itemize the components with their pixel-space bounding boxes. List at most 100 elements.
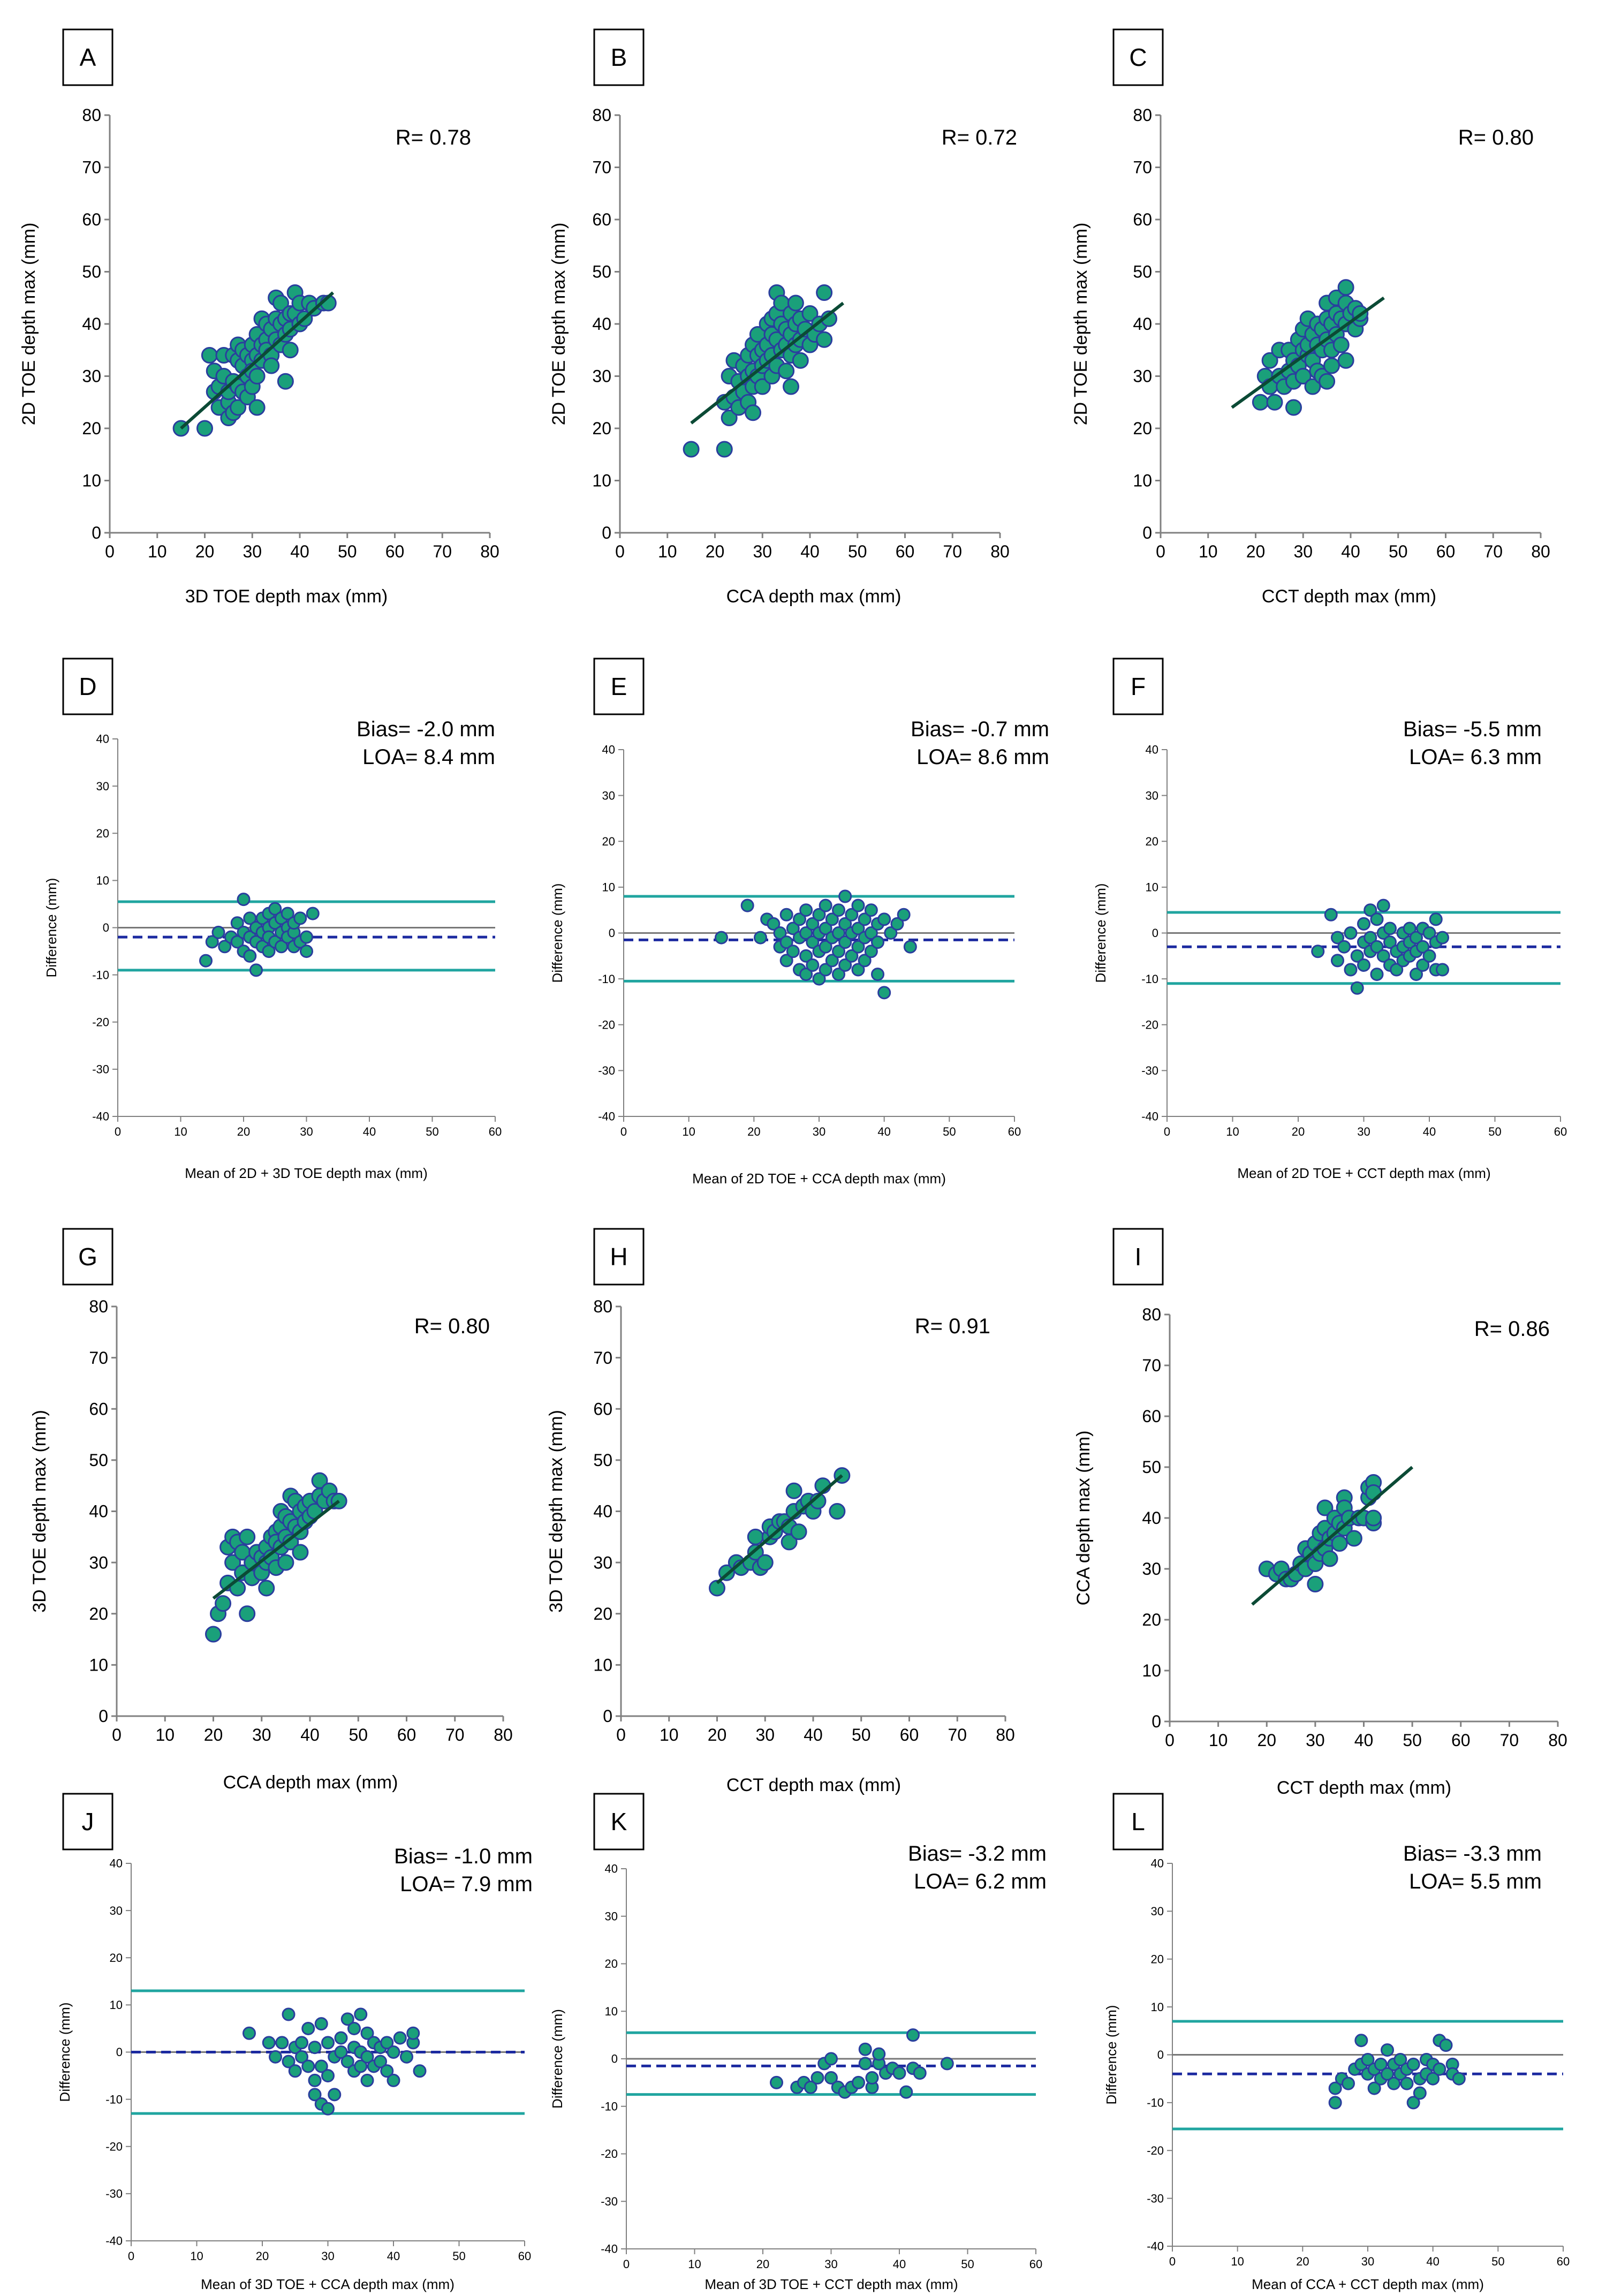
data-point xyxy=(1381,2067,1394,2081)
data-point xyxy=(248,399,266,416)
data-point xyxy=(683,441,700,458)
data-point xyxy=(1342,2076,1355,2090)
data-point xyxy=(288,2064,302,2078)
y-tick-label: 30 xyxy=(96,780,109,793)
x-tick-label: 30 xyxy=(252,1725,271,1744)
data-point xyxy=(321,2069,335,2083)
y-tick-label: 40 xyxy=(96,732,109,746)
data-point xyxy=(812,908,826,922)
y-tick-label: 10 xyxy=(1151,2000,1164,2014)
x-tick-label: 50 xyxy=(452,2249,465,2263)
data-point xyxy=(1252,394,1269,411)
data-point xyxy=(786,922,800,935)
loa-annotation: LOA= 5.5 mm xyxy=(1409,1870,1542,1893)
data-point xyxy=(1374,2057,1388,2071)
y-axis-title: Difference (mm) xyxy=(43,878,59,978)
y-tick-label: 0 xyxy=(609,926,615,940)
data-point xyxy=(756,1554,774,1571)
data-point xyxy=(360,2073,374,2087)
panel-label: I xyxy=(1135,1243,1142,1271)
y-tick-label: -30 xyxy=(1147,2192,1164,2205)
x-tick-label: 50 xyxy=(349,1725,368,1744)
data-point xyxy=(1266,394,1283,411)
y-tick-label: 80 xyxy=(82,105,101,125)
panel-label-box xyxy=(593,28,645,86)
y-tick-label: -30 xyxy=(1141,1064,1158,1077)
data-point xyxy=(1324,908,1338,922)
x-tick-label: 20 xyxy=(204,1725,223,1744)
x-tick-label: 60 xyxy=(1451,1731,1471,1750)
data-point xyxy=(871,968,884,981)
data-point xyxy=(785,1482,802,1499)
data-point xyxy=(1381,2043,1394,2057)
y-tick-label: -20 xyxy=(1141,1018,1158,1031)
y-tick-label: 0 xyxy=(1152,1712,1161,1731)
y-tick-label: 40 xyxy=(89,1502,108,1521)
data-point xyxy=(308,2088,322,2102)
data-point xyxy=(334,2045,348,2059)
data-point xyxy=(1387,2076,1401,2090)
data-point xyxy=(308,2041,322,2055)
data-point xyxy=(790,1523,807,1540)
panel-label-box xyxy=(62,28,113,86)
data-point xyxy=(1311,945,1325,958)
data-point xyxy=(851,940,865,954)
loa-annotation: LOA= 8.6 mm xyxy=(916,745,1049,769)
data-point xyxy=(360,2026,374,2040)
y-tick-label: -10 xyxy=(92,968,109,981)
y-tick-label: 60 xyxy=(593,1399,612,1418)
data-point xyxy=(819,963,832,977)
data-point xyxy=(224,1554,241,1571)
y-tick-label: 0 xyxy=(1142,523,1152,542)
data-point xyxy=(1331,931,1344,945)
data-point xyxy=(890,917,904,931)
data-point xyxy=(300,930,313,944)
y-tick-label: 70 xyxy=(1133,158,1152,177)
y-axis-title: Difference (mm) xyxy=(549,883,565,983)
panel-label-box xyxy=(593,1793,645,1851)
x-tick-label: 60 xyxy=(397,1725,416,1744)
x-tick-label: 10 xyxy=(682,1125,695,1138)
data-point xyxy=(838,917,852,931)
data-point xyxy=(406,2026,420,2040)
x-axis-title: CCT depth max (mm) xyxy=(1262,586,1436,607)
data-point xyxy=(832,945,845,958)
x-tick-label: 40 xyxy=(300,1725,320,1744)
r-annotation: R= 0.91 xyxy=(915,1315,990,1338)
x-tick-label: 50 xyxy=(338,542,357,561)
x-tick-label: 10 xyxy=(688,2257,701,2271)
data-point xyxy=(1344,963,1358,977)
data-point xyxy=(745,404,761,421)
data-point xyxy=(1429,912,1443,926)
y-tick-label: 40 xyxy=(1146,743,1158,757)
x-tick-label: 20 xyxy=(256,2249,269,2263)
data-point xyxy=(824,2052,838,2066)
x-tick-label: 40 xyxy=(1423,1125,1436,1138)
y-tick-label: 20 xyxy=(605,1957,618,1970)
data-point xyxy=(913,2066,927,2080)
data-point xyxy=(1304,378,1321,395)
data-point xyxy=(393,2031,407,2045)
data-point xyxy=(1416,940,1430,954)
data-point xyxy=(892,2066,906,2080)
data-point xyxy=(380,2064,394,2078)
data-point xyxy=(838,889,852,903)
y-axis-title: 2D TOE depth max (mm) xyxy=(549,223,569,426)
y-tick-label: 0 xyxy=(602,523,611,542)
data-point xyxy=(903,940,917,954)
bias-annotation: Bias= -1.0 mm xyxy=(394,1845,533,1868)
data-point xyxy=(282,2055,296,2068)
data-point xyxy=(243,949,257,963)
data-point xyxy=(1410,968,1423,981)
data-point xyxy=(851,922,865,935)
data-point xyxy=(779,935,793,949)
y-tick-label: 30 xyxy=(1146,789,1158,802)
data-point xyxy=(374,2055,387,2068)
y-tick-label: -10 xyxy=(1141,972,1158,986)
y-axis-title: 3D TOE depth max (mm) xyxy=(546,1410,566,1613)
x-tick-label: 20 xyxy=(747,1125,760,1138)
y-axis-title: 2D TOE depth max (mm) xyxy=(19,223,39,426)
panel-label: K xyxy=(611,1808,627,1836)
data-point xyxy=(1406,2057,1420,2071)
y-tick-label: 20 xyxy=(82,419,101,438)
